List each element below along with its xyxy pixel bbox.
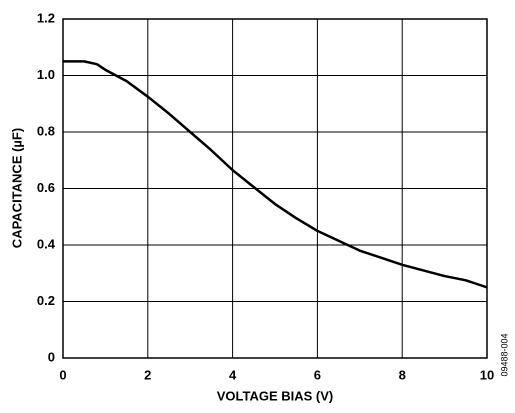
figure-id: 09488-004 bbox=[499, 333, 509, 376]
y-tick-label: 0.2 bbox=[37, 293, 55, 308]
y-axis-title: CAPACITANCE (µF) bbox=[9, 128, 24, 248]
y-tick-label: 0.8 bbox=[37, 123, 55, 138]
y-tick-label: 0 bbox=[48, 349, 55, 364]
plot-frame bbox=[62, 18, 488, 359]
y-tick-label: 1.0 bbox=[37, 67, 55, 82]
y-tick-label: 1.2 bbox=[37, 10, 55, 25]
data-line bbox=[63, 60, 488, 289]
x-tick-label: 8 bbox=[399, 367, 406, 382]
y-tick-label: 0.4 bbox=[37, 236, 56, 251]
x-tick-label: 0 bbox=[59, 367, 66, 382]
x-axis-title: VOLTAGE BIAS (V) bbox=[217, 388, 334, 403]
y-tick-label: 0.6 bbox=[37, 180, 55, 195]
x-tick-label: 6 bbox=[314, 367, 321, 382]
x-tick-label: 2 bbox=[144, 367, 151, 382]
x-tick-label: 4 bbox=[229, 367, 237, 382]
x-tick-label: 10 bbox=[480, 367, 494, 382]
